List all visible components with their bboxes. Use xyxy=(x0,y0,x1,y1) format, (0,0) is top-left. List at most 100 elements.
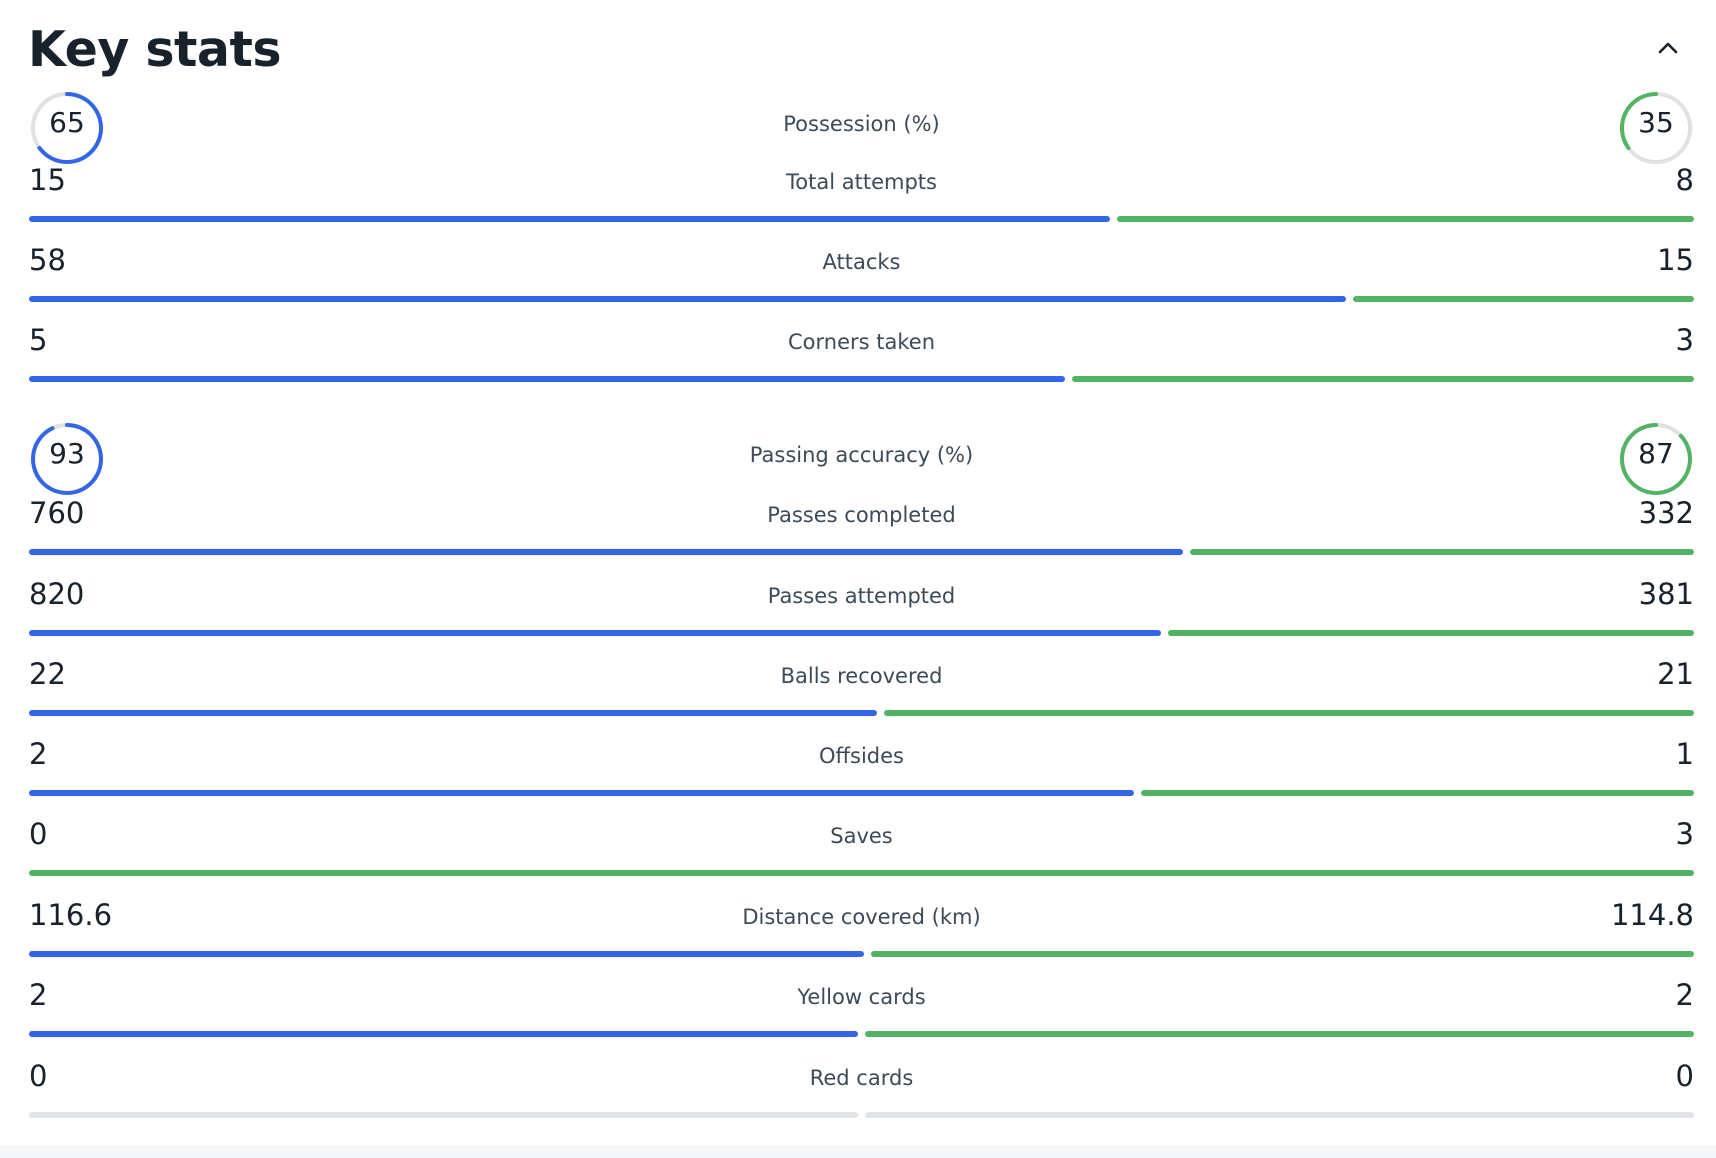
away-bar xyxy=(1117,216,1694,222)
home-bar xyxy=(29,376,1066,382)
home-bar xyxy=(29,296,1347,302)
away-ring-graphic xyxy=(1620,92,1692,164)
away-value: 8 xyxy=(1675,163,1694,197)
away-value: 0 xyxy=(1675,1059,1694,1093)
away-bar xyxy=(865,1031,1694,1037)
stat-label: Balls recovered xyxy=(780,664,943,688)
home-possession-ring: 65 xyxy=(29,90,105,166)
home-value: 5 xyxy=(29,323,48,357)
away-bar xyxy=(884,710,1694,716)
comparison-bar xyxy=(29,630,1694,636)
collapse-chevron-up-icon[interactable] xyxy=(1648,28,1688,68)
home-ring-arc xyxy=(37,92,103,164)
home-value: 58 xyxy=(29,243,66,277)
away-value: 381 xyxy=(1638,577,1694,611)
away-bar xyxy=(1168,630,1694,636)
away-value: 3 xyxy=(1675,817,1694,851)
stat-label: Distance covered (km) xyxy=(742,905,981,929)
home-value: 2 xyxy=(29,978,48,1012)
comparison-bar xyxy=(29,1112,1694,1118)
home-passing-accuracy-value: 93 xyxy=(49,436,85,470)
stat-label: Passing accuracy (%) xyxy=(749,443,974,467)
stat-row-yellow-cards: 2 Yellow cards 2 xyxy=(29,977,1694,1043)
away-bar xyxy=(871,951,1694,957)
home-bar xyxy=(29,630,1162,636)
away-bar xyxy=(1353,296,1694,302)
home-value: 22 xyxy=(29,657,66,691)
home-bar xyxy=(29,790,1135,796)
home-ring-arc xyxy=(31,423,104,495)
comparison-bar xyxy=(29,549,1694,555)
stat-row-saves: 0 Saves 3 xyxy=(29,816,1694,882)
stat-row-passing-accuracy: 93 Passing accuracy (%) 87 xyxy=(29,421,1694,497)
home-value: 0 xyxy=(29,1059,48,1093)
stat-row-red-cards: 0 Red cards 0 xyxy=(29,1058,1694,1124)
away-value: 21 xyxy=(1657,657,1694,691)
panel-footer-band xyxy=(0,1145,1716,1158)
away-value: 15 xyxy=(1657,243,1694,277)
home-passing-accuracy-ring: 93 xyxy=(29,421,105,497)
stat-label: Red cards xyxy=(809,1066,914,1090)
comparison-bar xyxy=(29,296,1694,302)
home-bar xyxy=(29,710,878,716)
stat-row-passes-attempted: 820 Passes attempted 381 xyxy=(29,576,1694,642)
away-value: 2 xyxy=(1675,978,1694,1012)
comparison-bar xyxy=(29,870,1694,876)
stat-row-possession: 65 Possession (%) 35 xyxy=(29,90,1694,166)
stat-label: Yellow cards xyxy=(797,985,926,1009)
away-bar xyxy=(29,870,1694,876)
stat-row-attacks: 58 Attacks 15 xyxy=(29,242,1694,308)
stat-row-offsides: 2 Offsides 1 xyxy=(29,736,1694,802)
stat-label: Total attempts xyxy=(786,170,937,194)
stat-row-balls-recovered: 22 Balls recovered 21 xyxy=(29,656,1694,722)
home-value: 15 xyxy=(29,163,66,197)
key-stats-header[interactable]: Key stats xyxy=(28,0,1688,95)
section-title: Key stats xyxy=(28,21,282,78)
away-passing-accuracy-value: 87 xyxy=(1638,436,1674,470)
home-bar xyxy=(29,549,1183,555)
home-value: 760 xyxy=(29,496,85,530)
comparison-bar xyxy=(29,790,1694,796)
away-ring-graphic xyxy=(1620,423,1692,495)
home-value: 2 xyxy=(29,737,48,771)
away-bar xyxy=(1141,790,1694,796)
stat-label: Corners taken xyxy=(788,330,935,354)
away-value: 3 xyxy=(1675,323,1694,357)
home-value: 0 xyxy=(29,817,48,851)
away-value: 1 xyxy=(1675,737,1694,771)
away-passing-accuracy-ring: 87 xyxy=(1618,421,1694,497)
comparison-bar xyxy=(29,951,1694,957)
home-ring-graphic xyxy=(31,92,103,164)
stat-row-total-attempts: 15 Total attempts 8 xyxy=(29,162,1694,228)
away-bar-empty xyxy=(865,1112,1694,1118)
stat-row-passes-completed: 760 Passes completed 332 xyxy=(29,495,1694,561)
home-bar xyxy=(29,951,865,957)
away-bar xyxy=(1072,376,1694,382)
away-possession-ring: 35 xyxy=(1618,90,1694,166)
stat-label: Passes completed xyxy=(767,503,956,527)
stat-label: Attacks xyxy=(822,250,901,274)
home-value: 820 xyxy=(29,577,85,611)
away-ring-arc xyxy=(1620,92,1658,150)
stat-label: Possession (%) xyxy=(783,112,940,136)
home-value: 116.6 xyxy=(29,898,113,932)
stat-label: Offsides xyxy=(819,744,904,768)
stat-row-distance-covered: 116.6 Distance covered (km) 114.8 xyxy=(29,897,1694,963)
away-value: 332 xyxy=(1638,496,1694,530)
comparison-bar xyxy=(29,376,1694,382)
away-ring-arc xyxy=(1620,423,1692,495)
comparison-bar xyxy=(29,216,1694,222)
away-bar xyxy=(1189,549,1694,555)
home-bar xyxy=(29,216,1111,222)
home-possession-value: 65 xyxy=(49,105,85,139)
away-possession-value: 35 xyxy=(1638,105,1674,139)
home-bar-empty xyxy=(29,1112,858,1118)
home-bar xyxy=(29,1031,858,1037)
stat-label: Passes attempted xyxy=(767,584,956,608)
stat-label: Saves xyxy=(830,824,893,848)
stat-row-corners-taken: 5 Corners taken 3 xyxy=(29,322,1694,388)
comparison-bar xyxy=(29,1031,1694,1037)
away-value: 114.8 xyxy=(1610,898,1694,932)
comparison-bar xyxy=(29,710,1694,716)
